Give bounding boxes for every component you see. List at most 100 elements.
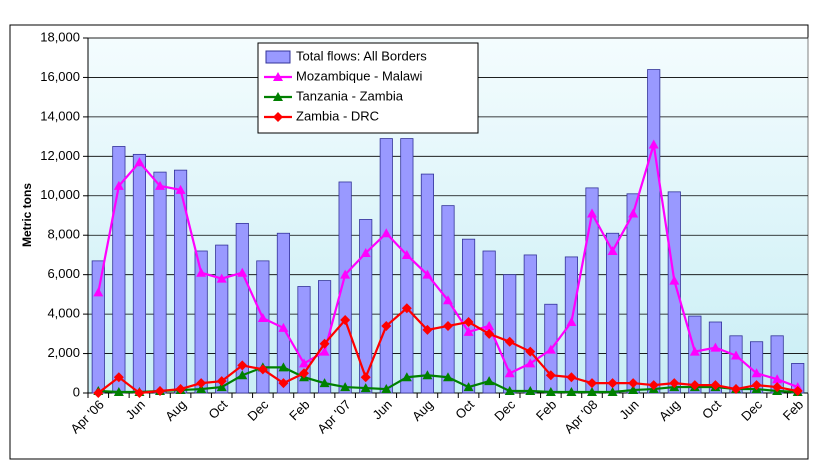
marker: [463, 326, 474, 336]
bar: [379, 138, 393, 394]
marker: [484, 328, 495, 339]
marker: [648, 380, 659, 391]
legend-label: Mozambique - Malawi: [296, 68, 423, 83]
legend-label: Tanzania - Zambia: [296, 88, 404, 103]
legend-swatch: [265, 50, 291, 64]
bar: [359, 219, 373, 394]
y-tick-label: 8,000: [47, 227, 80, 242]
marker: [648, 139, 659, 149]
y-tick-label: 14,000: [40, 108, 80, 123]
marker: [710, 342, 721, 352]
bar: [626, 193, 640, 394]
marker: [628, 208, 639, 218]
marker: [443, 372, 453, 382]
marker: [401, 372, 412, 382]
marker: [216, 273, 227, 283]
y-tick-label: 4,000: [47, 306, 80, 321]
y-axis-label: Metric tons: [20, 183, 34, 247]
marker: [751, 368, 762, 378]
marker: [134, 388, 145, 398]
marker: [463, 382, 474, 392]
marker: [113, 180, 124, 190]
marker: [587, 208, 597, 218]
marker: [237, 370, 248, 380]
marker: [607, 378, 618, 389]
marker: [175, 184, 186, 194]
marker: [216, 382, 227, 392]
marker: [587, 378, 597, 389]
marker: [196, 378, 207, 389]
marker: [504, 336, 515, 347]
marker: [278, 378, 289, 389]
bar: [276, 232, 290, 394]
bar: [461, 238, 476, 394]
marker: [463, 317, 474, 327]
y-tick-label: 16,000: [40, 69, 80, 84]
marker: [401, 303, 412, 314]
bar: [215, 244, 229, 394]
marker: [257, 313, 268, 323]
marker: [607, 387, 618, 397]
marker: [443, 320, 453, 331]
legend-label: Zambia - DRC: [296, 108, 379, 123]
marker: [689, 380, 700, 391]
marker: [360, 247, 371, 257]
marker: [525, 386, 536, 396]
y-tick-label: 2,000: [47, 345, 80, 360]
marker: [401, 249, 412, 259]
marker: [628, 385, 639, 395]
marker: [381, 228, 392, 238]
marker: [360, 383, 371, 393]
bar: [153, 171, 167, 394]
bar: [647, 69, 661, 394]
marker: [278, 362, 289, 372]
marker: [545, 387, 556, 397]
marker: [525, 346, 536, 357]
marker: [628, 378, 639, 389]
marker: [566, 387, 577, 397]
marker: [155, 180, 165, 190]
marker: [340, 269, 351, 279]
marker: [113, 387, 124, 397]
marker: [751, 380, 762, 391]
marker: [484, 376, 495, 386]
marker: [710, 380, 721, 391]
marker: [422, 324, 433, 335]
marker: [134, 157, 145, 167]
marker: [319, 346, 330, 356]
marker: [422, 269, 433, 279]
marker: [587, 387, 597, 397]
legend-marker: [273, 112, 283, 122]
bar: [91, 260, 105, 394]
marker: [319, 338, 330, 349]
marker: [731, 350, 741, 360]
bar: [606, 232, 620, 394]
marker: [299, 358, 309, 368]
legend-box: [257, 42, 479, 134]
bar: [420, 173, 434, 394]
marker: [669, 275, 680, 285]
marker: [113, 372, 124, 383]
bar: [400, 138, 414, 394]
marker: [772, 382, 783, 393]
marker: [566, 372, 577, 383]
bar: [338, 181, 352, 394]
marker: [381, 384, 392, 394]
bar: [235, 222, 249, 394]
marker: [689, 346, 700, 356]
marker: [381, 320, 392, 331]
marker: [196, 384, 207, 394]
marker: [731, 384, 741, 395]
marker: [237, 267, 248, 277]
marker: [792, 386, 803, 397]
legend-label: Total flows: All Borders: [296, 48, 427, 63]
legend-marker: [273, 72, 283, 81]
marker: [422, 370, 433, 380]
marker: [504, 386, 515, 396]
marker: [545, 370, 556, 381]
marker: [175, 384, 186, 395]
y-tick-label: 6,000: [47, 266, 80, 281]
y-tick-label: 10,000: [40, 187, 80, 202]
